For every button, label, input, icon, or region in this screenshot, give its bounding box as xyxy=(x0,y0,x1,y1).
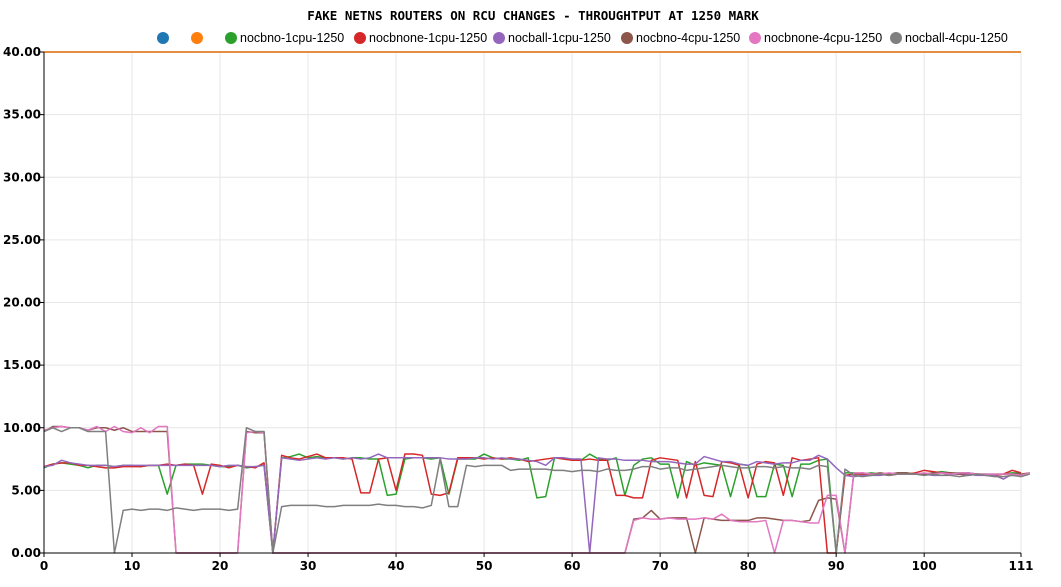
legend-swatch[interactable] xyxy=(157,32,169,44)
legend-swatch[interactable] xyxy=(493,32,505,44)
x-tick-label: 100 xyxy=(912,559,937,573)
x-tick-label: 111 xyxy=(1008,559,1033,573)
x-tick-label: 80 xyxy=(740,559,757,573)
legend-label[interactable]: nocbno-1cpu-1250 xyxy=(240,31,344,45)
x-tick-label: 70 xyxy=(652,559,669,573)
y-tick-label: 40.00 xyxy=(3,45,41,59)
legend-label[interactable]: nocball-1cpu-1250 xyxy=(508,31,611,45)
y-tick-label: 5.00 xyxy=(11,483,41,497)
y-tick-label: 35.00 xyxy=(3,108,41,122)
legend-swatch[interactable] xyxy=(191,32,203,44)
y-tick-label: 20.00 xyxy=(3,296,41,310)
y-axis-ticks: 0.00 5.00 10.00 15.00 20.00 25.00 30.00 35.00 40… xyxy=(3,45,44,560)
legend-label[interactable]: nocball-4cpu-1250 xyxy=(905,31,1008,45)
legend-label[interactable]: nocbnone-1cpu-1250 xyxy=(369,31,487,45)
legend-swatch[interactable] xyxy=(890,32,902,44)
y-tick-label: 0.00 xyxy=(11,546,41,560)
x-axis-ticks: 0 10 20 30 40 50 60 70 80 90 100 111 xyxy=(40,553,1034,573)
legend: nocbno-1cpu-1250 nocbnone-1cpu-1250 nocbal… xyxy=(157,31,1008,45)
x-tick-label: 40 xyxy=(388,559,405,573)
legend-swatch[interactable] xyxy=(225,32,237,44)
series-line-nocball-4cpu-1250 xyxy=(43,427,1031,554)
x-tick-label: 50 xyxy=(476,559,493,573)
grid-lines xyxy=(44,51,1022,553)
x-tick-label: 20 xyxy=(212,559,229,573)
y-tick-label: 25.00 xyxy=(3,233,41,247)
series-line-nocbnone-4cpu-1250 xyxy=(43,425,1031,554)
legend-label[interactable]: nocbno-4cpu-1250 xyxy=(636,31,740,45)
legend-swatch[interactable] xyxy=(354,32,366,44)
x-tick-label: 30 xyxy=(300,559,317,573)
legend-swatch[interactable] xyxy=(621,32,633,44)
series-line-nocbno-4cpu-1250 xyxy=(43,425,1030,554)
x-tick-label: 60 xyxy=(564,559,581,573)
chart-title: FAKE NETNS ROUTERS ON RCU CHANGES - THRO… xyxy=(307,8,759,23)
x-tick-label: 90 xyxy=(828,559,845,573)
x-tick-label: 0 xyxy=(40,559,48,573)
legend-swatch[interactable] xyxy=(749,32,761,44)
y-tick-label: 10.00 xyxy=(3,421,41,435)
x-tick-label: 10 xyxy=(124,559,141,573)
y-tick-label: 15.00 xyxy=(3,358,41,372)
y-tick-label: 30.00 xyxy=(3,170,41,184)
legend-label[interactable]: nocbnone-4cpu-1250 xyxy=(764,31,882,45)
